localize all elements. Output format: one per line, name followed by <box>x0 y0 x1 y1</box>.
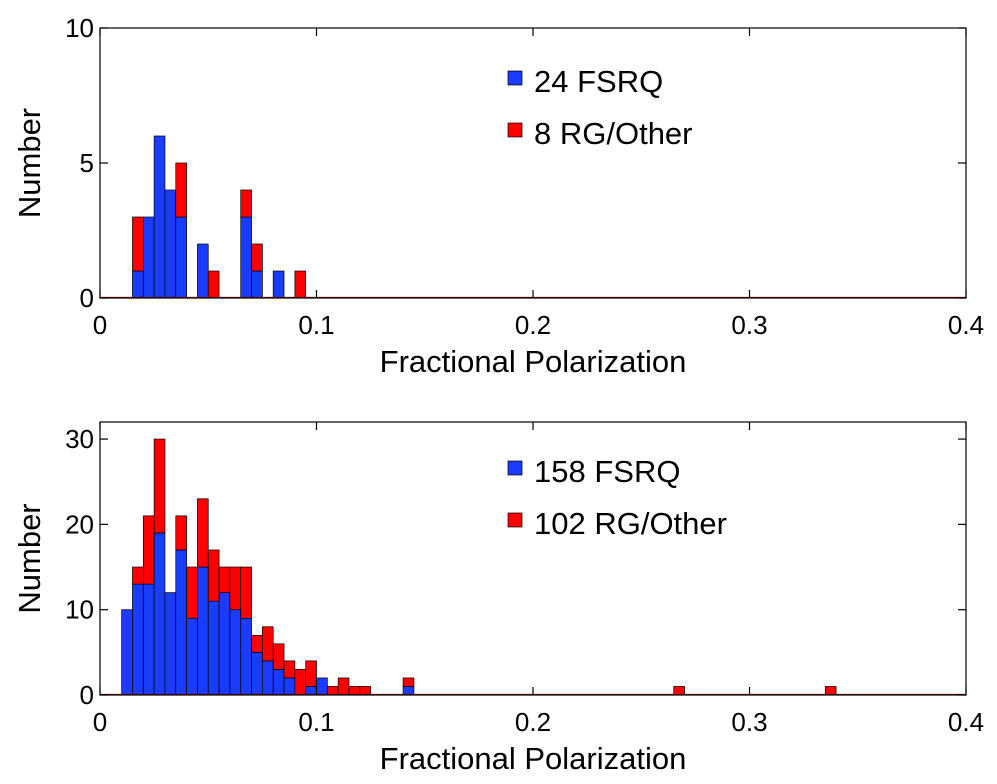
bottom-fsrq-bar <box>272 669 285 696</box>
bottom-x-tick-label: 0.4 <box>948 707 984 737</box>
bottom-y-tick-label: 0 <box>80 680 94 710</box>
bottom-fsrq-bar <box>283 677 296 696</box>
bottom-fsrq-bar <box>175 549 187 696</box>
top-rg-other-bar <box>175 162 187 218</box>
bottom-fsrq-bar <box>251 651 263 696</box>
bottom-histogram-bars <box>121 438 837 696</box>
top-fsrq-bar <box>175 216 187 299</box>
bottom-histogram-panel: 0 0.1 0.2 0.3 0.4 0 10 20 30 Fractional Polariza… <box>12 421 984 776</box>
bottom-rg-other-bar <box>251 634 263 653</box>
bottom-x-tick-label: 0.2 <box>515 707 551 737</box>
bottom-fsrq-bar <box>186 617 198 696</box>
top-rg-other-bar <box>240 189 252 218</box>
top-rg-other-bar <box>132 216 144 272</box>
bottom-y-tick-label: 20 <box>65 509 94 539</box>
bottom-rg-other-bar <box>402 677 415 687</box>
top-y-tick-label: 0 <box>80 283 94 313</box>
bottom-rg-other-bar <box>359 686 371 696</box>
bottom-rg-other-bar <box>272 643 285 670</box>
bottom-legend-label-rg-other: 102 RG/Other <box>534 506 727 541</box>
bottom-fsrq-bar <box>164 592 177 696</box>
top-rg-other-bar <box>294 270 307 299</box>
bottom-legend: 158 FSRQ 102 RG/Other <box>507 454 727 541</box>
bottom-fsrq-bar <box>240 617 252 696</box>
bottom-rg-other-bar <box>348 686 361 696</box>
bottom-rg-other-bar <box>132 566 144 585</box>
top-legend-swatch-fsrq <box>507 70 523 86</box>
top-axis-ticks: 0 0.1 0.2 0.3 0.4 0 5 10 <box>65 13 984 340</box>
bottom-legend-swatch-fsrq <box>507 460 523 476</box>
bottom-rg-other-bar <box>197 498 209 568</box>
bottom-fsrq-bar <box>132 583 144 696</box>
top-y-tick-label: 5 <box>80 148 94 178</box>
bottom-legend-label-fsrq: 158 FSRQ <box>534 454 680 489</box>
top-x-tick-label: 0.4 <box>948 310 984 340</box>
bottom-rg-other-bar <box>283 660 296 679</box>
bottom-fsrq-bar <box>305 686 317 696</box>
bottom-legend-swatch-rg-other <box>507 512 523 528</box>
bottom-fsrq-bar <box>207 600 220 696</box>
bottom-fsrq-bar <box>218 592 231 696</box>
top-fsrq-bar <box>272 270 285 299</box>
top-legend: 24 FSRQ 8 RG/Other <box>507 64 693 151</box>
bottom-rg-other-bar <box>207 549 220 602</box>
top-x-tick-label: 0.2 <box>515 310 551 340</box>
top-legend-swatch-rg-other <box>507 122 523 138</box>
bottom-rg-other-bar <box>262 626 274 662</box>
bottom-rg-other-bar <box>153 438 166 534</box>
top-y-axis-label: Number <box>12 108 47 218</box>
bottom-rg-other-bar <box>337 677 350 696</box>
top-legend-label-fsrq: 24 FSRQ <box>534 64 663 99</box>
bottom-fsrq-bar <box>153 532 166 696</box>
bottom-fsrq-bar <box>121 609 133 696</box>
bottom-x-tick-label: 0 <box>93 707 107 737</box>
bottom-fsrq-bar <box>402 686 415 696</box>
top-histogram-panel: 0 0.1 0.2 0.3 0.4 0 5 10 Fractional Polarizatio… <box>12 13 984 379</box>
top-fsrq-bar <box>164 189 177 299</box>
top-fsrq-bar <box>251 270 263 299</box>
bottom-y-tick-label: 10 <box>65 595 94 625</box>
top-fsrq-bar <box>142 216 155 299</box>
bottom-rg-other-bar <box>294 669 307 696</box>
top-x-tick-label: 0.1 <box>298 310 334 340</box>
top-rg-other-bar <box>207 270 220 299</box>
bottom-y-axis-label: Number <box>12 503 47 613</box>
bottom-x-tick-label: 0.3 <box>731 707 767 737</box>
bottom-fsrq-bar <box>229 609 242 696</box>
top-y-tick-label: 10 <box>65 13 94 43</box>
bottom-rg-other-bar <box>240 566 252 619</box>
bottom-x-tick-label: 0.1 <box>298 707 334 737</box>
top-x-axis-label: Fractional Polarization <box>380 344 687 379</box>
bottom-rg-other-bar <box>326 686 339 696</box>
bottom-rg-other-bar <box>175 515 187 551</box>
top-axes-frame <box>99 27 967 299</box>
bottom-axis-ticks: 0 0.1 0.2 0.3 0.4 0 10 20 30 <box>65 422 984 737</box>
bottom-rg-other-bar <box>229 566 242 611</box>
top-fsrq-bar <box>153 135 166 299</box>
top-fsrq-bar <box>197 243 209 299</box>
bottom-rg-other-bar <box>824 686 837 696</box>
bottom-rg-other-bar <box>218 566 231 593</box>
top-fsrq-bar <box>240 216 252 299</box>
top-x-tick-label: 0.3 <box>731 310 767 340</box>
bottom-fsrq-bar <box>316 677 328 696</box>
top-x-tick-label: 0 <box>93 310 107 340</box>
bottom-y-tick-label: 30 <box>65 424 94 454</box>
top-fsrq-bar <box>132 270 144 299</box>
bottom-rg-other-bar <box>673 686 685 696</box>
bottom-rg-other-bar <box>186 566 198 619</box>
bottom-rg-other-bar <box>142 515 155 585</box>
top-rg-other-bar <box>251 243 263 272</box>
bottom-fsrq-bar <box>142 583 155 696</box>
bottom-fsrq-bar <box>262 660 274 696</box>
top-legend-label-rg-other: 8 RG/Other <box>534 116 693 151</box>
bottom-rg-other-bar <box>305 660 317 687</box>
bottom-x-axis-label: Fractional Polarization <box>380 741 687 776</box>
bottom-fsrq-bar <box>197 566 209 696</box>
top-histogram-bars <box>132 135 307 299</box>
